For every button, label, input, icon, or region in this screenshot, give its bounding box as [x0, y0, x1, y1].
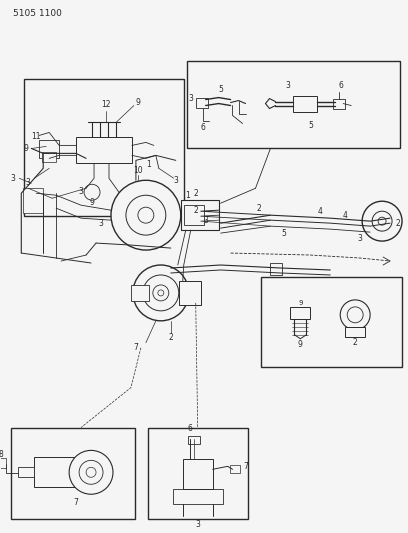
Text: 5105 1100: 5105 1100 — [13, 10, 62, 18]
Text: 8: 8 — [0, 450, 4, 459]
Bar — [271, 263, 282, 275]
Text: 3: 3 — [195, 520, 200, 529]
Text: 3: 3 — [26, 178, 31, 187]
Text: 2: 2 — [256, 204, 261, 213]
Text: 3: 3 — [285, 81, 290, 90]
Text: 5: 5 — [281, 229, 286, 238]
Bar — [148, 429, 248, 519]
Text: 9: 9 — [135, 98, 140, 107]
Text: 3: 3 — [358, 233, 363, 243]
Bar — [262, 277, 402, 367]
Bar — [131, 285, 149, 301]
Text: 3: 3 — [173, 176, 178, 185]
Bar — [42, 152, 56, 163]
Text: 9: 9 — [298, 300, 303, 306]
Bar — [34, 457, 78, 487]
Bar — [183, 459, 213, 489]
Text: 4: 4 — [343, 211, 348, 220]
Text: 7: 7 — [133, 343, 138, 352]
Text: 7: 7 — [243, 462, 248, 471]
Circle shape — [372, 211, 392, 231]
Circle shape — [362, 201, 402, 241]
Circle shape — [340, 300, 370, 330]
Text: 2: 2 — [169, 333, 173, 342]
Text: 2: 2 — [193, 206, 198, 215]
Text: 2: 2 — [193, 189, 198, 198]
Text: 3: 3 — [99, 219, 104, 228]
Bar — [196, 98, 208, 108]
Text: 2: 2 — [353, 338, 357, 347]
Bar — [230, 465, 239, 473]
Bar — [184, 205, 204, 225]
Text: 1: 1 — [185, 191, 190, 200]
Bar — [179, 281, 201, 305]
Bar — [290, 307, 310, 319]
Bar — [18, 467, 34, 477]
Circle shape — [133, 265, 189, 321]
Bar — [181, 200, 219, 230]
Text: 6: 6 — [187, 424, 192, 433]
Text: 11: 11 — [31, 132, 41, 141]
Text: 6: 6 — [339, 81, 344, 90]
Text: 7: 7 — [74, 498, 79, 507]
Text: 3: 3 — [203, 216, 208, 224]
Text: 5: 5 — [218, 85, 223, 94]
Bar — [11, 429, 135, 519]
Text: 3: 3 — [79, 187, 84, 196]
Bar — [23, 188, 43, 213]
Text: 3: 3 — [188, 94, 193, 103]
Text: 9: 9 — [90, 198, 95, 207]
Text: 9: 9 — [298, 340, 303, 349]
Circle shape — [69, 450, 113, 494]
Bar — [39, 140, 59, 158]
Text: 6: 6 — [200, 123, 205, 132]
Text: 4: 4 — [318, 207, 323, 216]
Bar — [24, 79, 184, 216]
Text: 2: 2 — [396, 219, 400, 228]
Bar — [345, 327, 365, 337]
Text: 5: 5 — [308, 121, 313, 130]
Bar — [0, 458, 7, 469]
Bar — [293, 95, 317, 111]
Bar — [173, 489, 223, 504]
Text: 10: 10 — [133, 166, 143, 175]
Bar — [188, 437, 200, 445]
Bar — [333, 99, 345, 109]
Bar — [76, 138, 132, 163]
Text: 9: 9 — [24, 144, 29, 153]
Bar — [187, 61, 400, 148]
Circle shape — [111, 180, 181, 250]
Text: 3: 3 — [11, 174, 16, 183]
Text: 12: 12 — [101, 100, 111, 109]
Text: 1: 1 — [146, 160, 151, 169]
